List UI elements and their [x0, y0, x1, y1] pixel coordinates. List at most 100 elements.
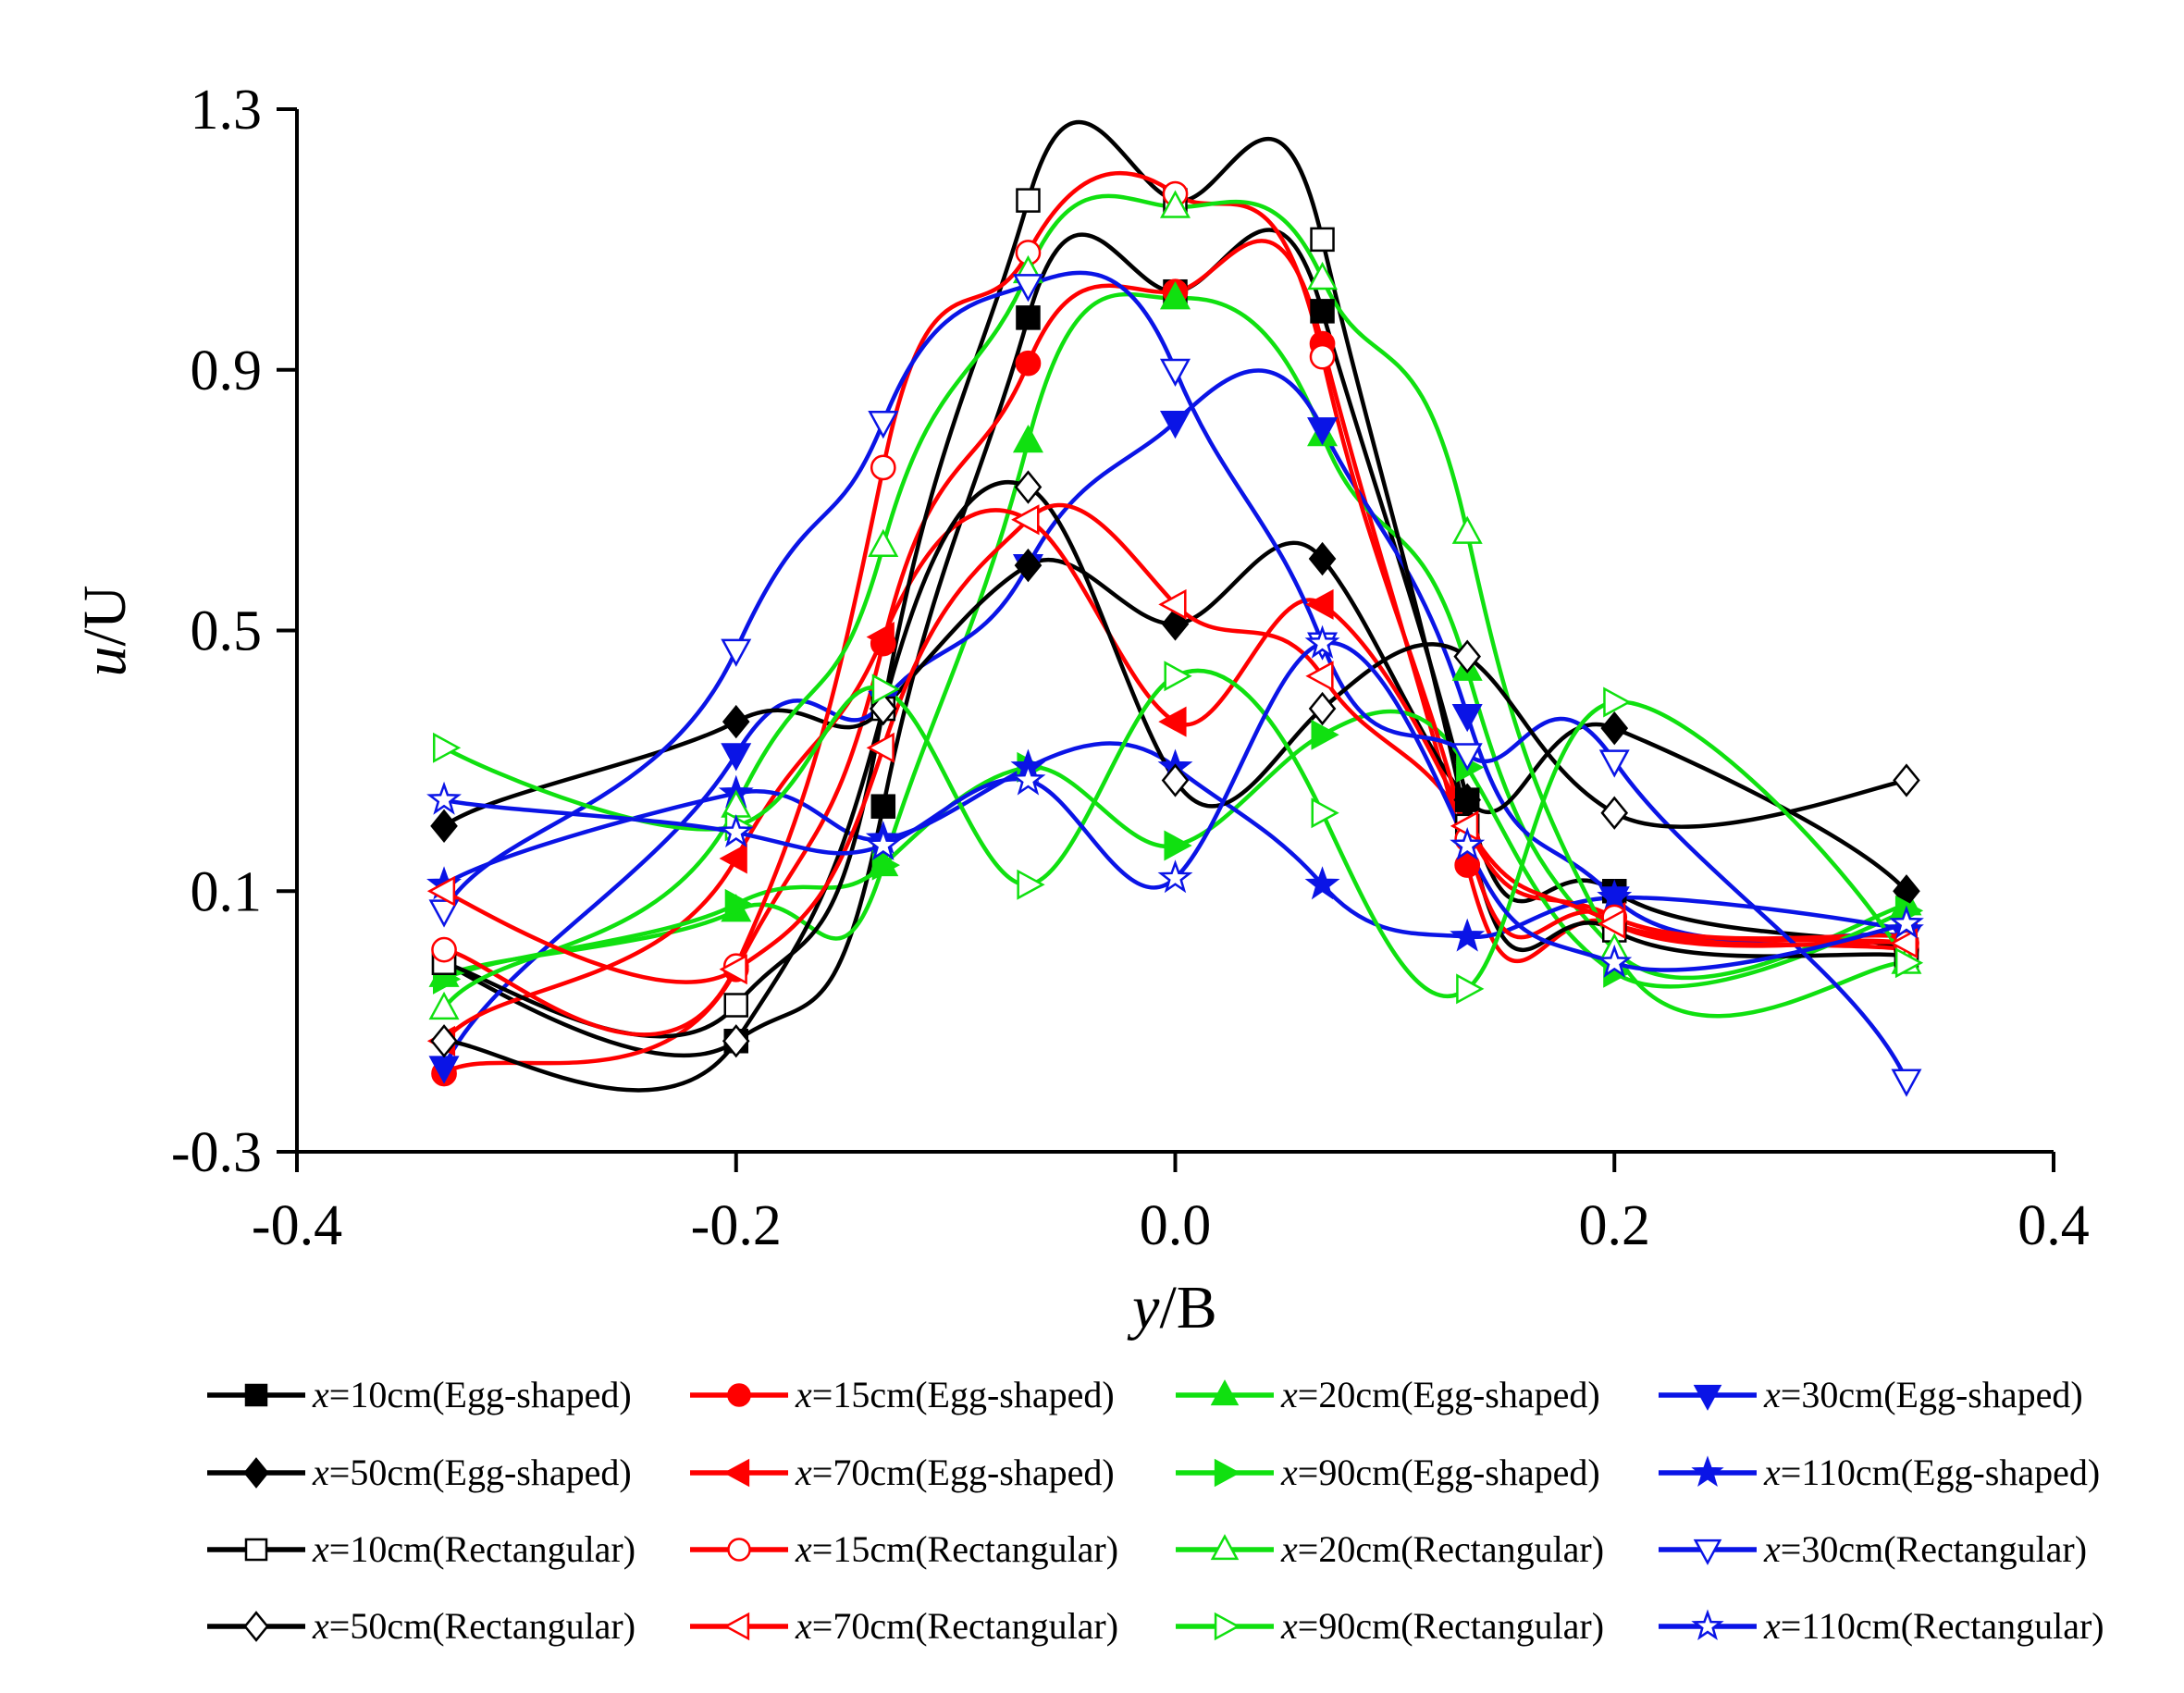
- legend-label-var: x: [1763, 1605, 1781, 1647]
- marker-diamond: [1161, 763, 1190, 797]
- marker-diamond: [722, 704, 750, 739]
- legend-label-rest: =15cm(Rectangular): [812, 1528, 1118, 1570]
- legend-label-var: x: [1763, 1452, 1781, 1493]
- legend-label-rest: =30cm(Rectangular): [1781, 1528, 2087, 1570]
- marker-triangle-down: [721, 743, 752, 772]
- legend-label: x=50cm(Egg-shaped): [312, 1452, 632, 1493]
- legend-label: x=90cm(Rectangular): [1280, 1605, 1604, 1647]
- marker-triangle-right: [724, 888, 753, 920]
- marker-triangle-down: [1598, 749, 1630, 778]
- marker-circle: [870, 454, 896, 481]
- marker-circle: [727, 1383, 751, 1407]
- series-markers-group: [426, 504, 1919, 985]
- marker-triangle-left: [719, 954, 747, 985]
- marker-triangle-left: [1305, 588, 1334, 620]
- legend-label-var: x: [795, 1452, 812, 1493]
- legend-item: x=50cm(Egg-shaped): [207, 1452, 632, 1493]
- series-line: [442, 668, 1908, 998]
- legend-label: x=110cm(Egg-shaped): [1763, 1452, 2100, 1493]
- marker-diamond: [243, 1611, 269, 1642]
- marker-diamond: [1308, 691, 1337, 726]
- y-tick-label: 0.9: [191, 340, 263, 402]
- legend-label-var: x: [795, 1528, 812, 1570]
- marker-diamond: [722, 1024, 750, 1058]
- marker-triangle-right: [1311, 719, 1339, 750]
- marker-triangle-down: [1159, 411, 1191, 439]
- legend-label: x=30cm(Rectangular): [1763, 1528, 2087, 1570]
- legend-item: x=30cm(Egg-shaped): [1659, 1374, 2083, 1415]
- marker-triangle-down: [1307, 417, 1339, 446]
- legend-label: x=70cm(Egg-shaped): [795, 1452, 1115, 1493]
- y-axis-label: u/U: [71, 586, 139, 677]
- legend-label-var: x: [795, 1605, 812, 1647]
- marker-triangle-down: [1693, 1539, 1722, 1565]
- legend-label-var: x: [1763, 1374, 1781, 1415]
- legend-label-var: x: [1763, 1528, 1781, 1570]
- y-axis-label-rest: /U: [71, 586, 139, 647]
- legend-label-rest: =70cm(Rectangular): [812, 1605, 1118, 1647]
- marker-star: [1889, 905, 1924, 939]
- x-tick-label: -0.4: [252, 1194, 342, 1257]
- legend-label: x=15cm(Egg-shaped): [795, 1374, 1115, 1415]
- marker-triangle-up: [1210, 1379, 1240, 1406]
- marker-triangle-down: [1891, 1069, 1922, 1097]
- marker-star: [1691, 1455, 1724, 1488]
- marker-circle: [1015, 350, 1042, 377]
- marker-triangle-left: [866, 732, 895, 763]
- legend-label-rest: =20cm(Egg-shaped): [1298, 1374, 1600, 1415]
- marker-star: [1450, 918, 1486, 952]
- marker-square: [1310, 227, 1335, 253]
- legend-item: x=90cm(Egg-shaped): [1176, 1452, 1600, 1493]
- x-tick-label: 0.2: [1579, 1194, 1651, 1257]
- marker-triangle-right: [871, 849, 901, 881]
- marker-triangle-down: [721, 638, 752, 667]
- legend-label-rest: =50cm(Egg-shaped): [329, 1452, 632, 1493]
- y-axis-label-var: u: [71, 647, 139, 677]
- legend-item: x=30cm(Rectangular): [1659, 1528, 2087, 1570]
- marker-triangle-right: [1894, 947, 1924, 979]
- marker-triangle-left: [723, 1458, 750, 1488]
- marker-star: [426, 781, 462, 815]
- y-tick-label: 0.5: [191, 600, 263, 663]
- marker-square: [870, 794, 896, 819]
- legend-label-var: x: [795, 1374, 812, 1415]
- marker-circle: [431, 936, 457, 963]
- marker-triangle-up: [1451, 515, 1483, 544]
- marker-triangle-left: [1598, 908, 1626, 939]
- legend-label-var: x: [1280, 1528, 1298, 1570]
- marker-diamond: [1161, 607, 1190, 641]
- legend-label-rest: =110cm(Egg-shaped): [1781, 1452, 2100, 1493]
- marker-triangle-left: [1305, 661, 1334, 692]
- series-line: [443, 291, 1907, 981]
- marker-triangle-up: [868, 528, 899, 557]
- legend-item: x=110cm(Egg-shaped): [1659, 1452, 2100, 1493]
- series-line: [443, 640, 1907, 972]
- x-tick-label: 0.0: [1140, 1194, 1212, 1257]
- x-tick-label: 0.4: [2017, 1194, 2090, 1257]
- marker-triangle-up: [1159, 190, 1191, 218]
- series-line: [443, 480, 1907, 1093]
- legend-label: x=70cm(Rectangular): [795, 1605, 1118, 1647]
- marker-triangle-up: [428, 991, 460, 1020]
- x-axis-label: y/B: [1127, 1274, 1217, 1341]
- marker-triangle-up: [1307, 261, 1339, 290]
- legend-label-var: x: [1280, 1605, 1298, 1647]
- marker-triangle-up: [1159, 281, 1191, 310]
- marker-square: [1310, 299, 1335, 324]
- marker-triangle-right: [1017, 869, 1045, 900]
- marker-triangle-right: [871, 673, 901, 705]
- x-axis-label-var: y: [1127, 1274, 1160, 1341]
- marker-triangle-down: [1159, 358, 1191, 387]
- marker-triangle-down: [1451, 743, 1483, 772]
- legend-label: x=30cm(Egg-shaped): [1763, 1374, 2083, 1415]
- legend-item: x=20cm(Rectangular): [1176, 1528, 1604, 1570]
- legend-label-rest: =110cm(Rectangular): [1781, 1605, 2104, 1647]
- marker-triangle-right: [1603, 686, 1632, 718]
- legend-item: x=15cm(Rectangular): [690, 1528, 1118, 1570]
- legend-item: x=70cm(Egg-shaped): [690, 1452, 1115, 1493]
- axes: -0.4 -0.2 0.0 0.2 0.4 -0.3 0.1 0.5 0.9 1.3: [171, 79, 2090, 1257]
- marker-triangle-down: [1012, 274, 1043, 303]
- legend-label-rest: =15cm(Egg-shaped): [812, 1374, 1115, 1415]
- marker-triangle-left: [1011, 504, 1040, 536]
